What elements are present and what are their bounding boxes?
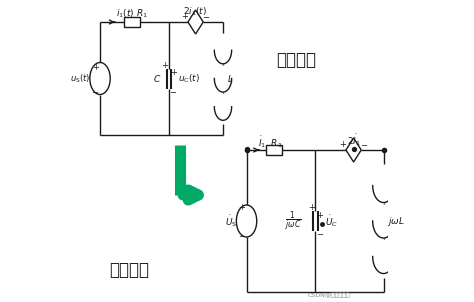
Text: $i_1(t)\ R_1$: $i_1(t)\ R_1$ [116, 8, 148, 20]
Text: $\dot{I}_1\ \ R_1$: $\dot{I}_1\ \ R_1$ [258, 134, 283, 150]
Text: $+$: $+$ [170, 68, 178, 78]
Text: $+$: $+$ [238, 202, 246, 212]
Text: $-$: $-$ [91, 86, 100, 95]
Bar [265, 145, 282, 155]
Text: $u_{\rm C}(t)$: $u_{\rm C}(t)$ [178, 72, 201, 85]
Ellipse shape [237, 205, 257, 237]
Text: $L$: $L$ [227, 73, 233, 84]
Text: $2i_1(t)$: $2i_1(t)$ [183, 6, 208, 18]
Text: $+$: $+$ [339, 139, 347, 149]
Text: $u_{\rm S}(t)$: $u_{\rm S}(t)$ [70, 72, 91, 85]
Text: $-$: $-$ [202, 11, 210, 21]
Text: $+$: $+$ [181, 11, 189, 21]
Text: $-$: $-$ [316, 229, 324, 237]
Text: $\dot{U}_C$: $\dot{U}_C$ [325, 213, 338, 229]
Text: 时域模型: 时域模型 [276, 51, 316, 69]
Text: 相量模型: 相量模型 [109, 261, 149, 279]
Text: $+$: $+$ [316, 210, 324, 220]
Text: $2\dot{I}_1$: $2\dot{I}_1$ [346, 132, 361, 148]
Text: $\dot{U}_{\rm S}$: $\dot{U}_{\rm S}$ [225, 213, 237, 229]
Text: $-$: $-$ [238, 230, 246, 239]
Text: $+$: $+$ [91, 62, 100, 72]
Text: $+$: $+$ [161, 59, 169, 69]
Bar [124, 17, 140, 27]
Text: $-$: $-$ [169, 86, 177, 95]
Text: $-$: $-$ [360, 140, 368, 149]
Text: $j\omega L$: $j\omega L$ [387, 214, 405, 227]
Text: $\dfrac{1}{j\omega C}$: $\dfrac{1}{j\omega C}$ [285, 210, 301, 232]
Text: CSDN@今复二十三: CSDN@今复二十三 [308, 292, 350, 298]
Polygon shape [188, 10, 203, 34]
Polygon shape [346, 138, 361, 162]
Text: $+$: $+$ [308, 202, 316, 212]
Text: $C$: $C$ [153, 73, 161, 84]
Ellipse shape [90, 63, 110, 95]
